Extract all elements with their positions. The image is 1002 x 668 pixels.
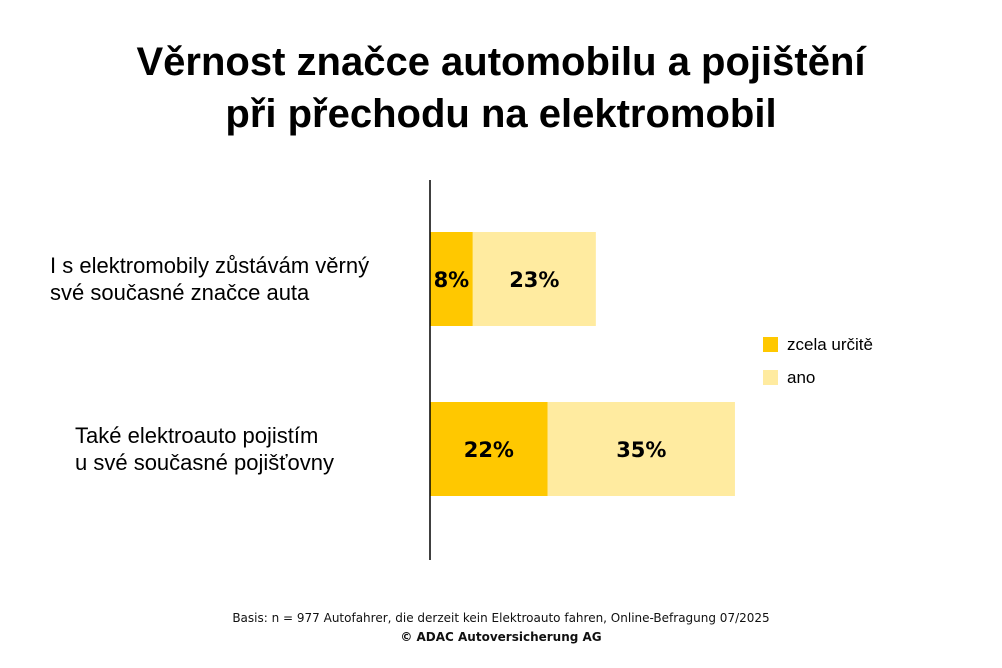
footer-copyright: © ADAC Autoversicherung AG xyxy=(400,630,602,644)
category-label-1-line-1: I s elektromobily zůstávám věrný xyxy=(50,253,369,278)
bar-ano-2 xyxy=(547,402,735,496)
chart-title: Věrnost značce automobilu a pojištění př… xyxy=(0,36,1002,140)
data-label-zcela-urcite-2: 22% xyxy=(464,438,514,462)
legend-swatch-ano xyxy=(763,370,778,385)
footer-basis: Basis: n = 977 Autofahrer, die derzeit k… xyxy=(232,611,770,625)
legend-label-zcela-urcite: zcela určitě xyxy=(787,335,873,354)
chart-title-line-2: při přechodu na elektromobil xyxy=(225,92,777,136)
bar-zcela-urcite-2 xyxy=(430,402,548,496)
bar-zcela-urcite-1 xyxy=(430,232,473,326)
legend-label-ano: ano xyxy=(787,368,815,387)
bar-ano-1 xyxy=(472,232,596,326)
data-label-ano-2: 35% xyxy=(616,438,666,462)
data-label-zcela-urcite-1: 8% xyxy=(434,268,470,292)
data-label-ano-1: 23% xyxy=(509,268,559,292)
category-label-2-line-2: u své současné pojišťovny xyxy=(75,450,334,475)
category-label-1-line-2: své současné značce auta xyxy=(50,280,310,305)
category-label-2-line-1: Také elektroauto pojistím xyxy=(75,423,318,448)
legend-swatch-zcela-urcite xyxy=(763,337,778,352)
chart-title-line-1: Věrnost značce automobilu a pojištění xyxy=(136,40,866,84)
